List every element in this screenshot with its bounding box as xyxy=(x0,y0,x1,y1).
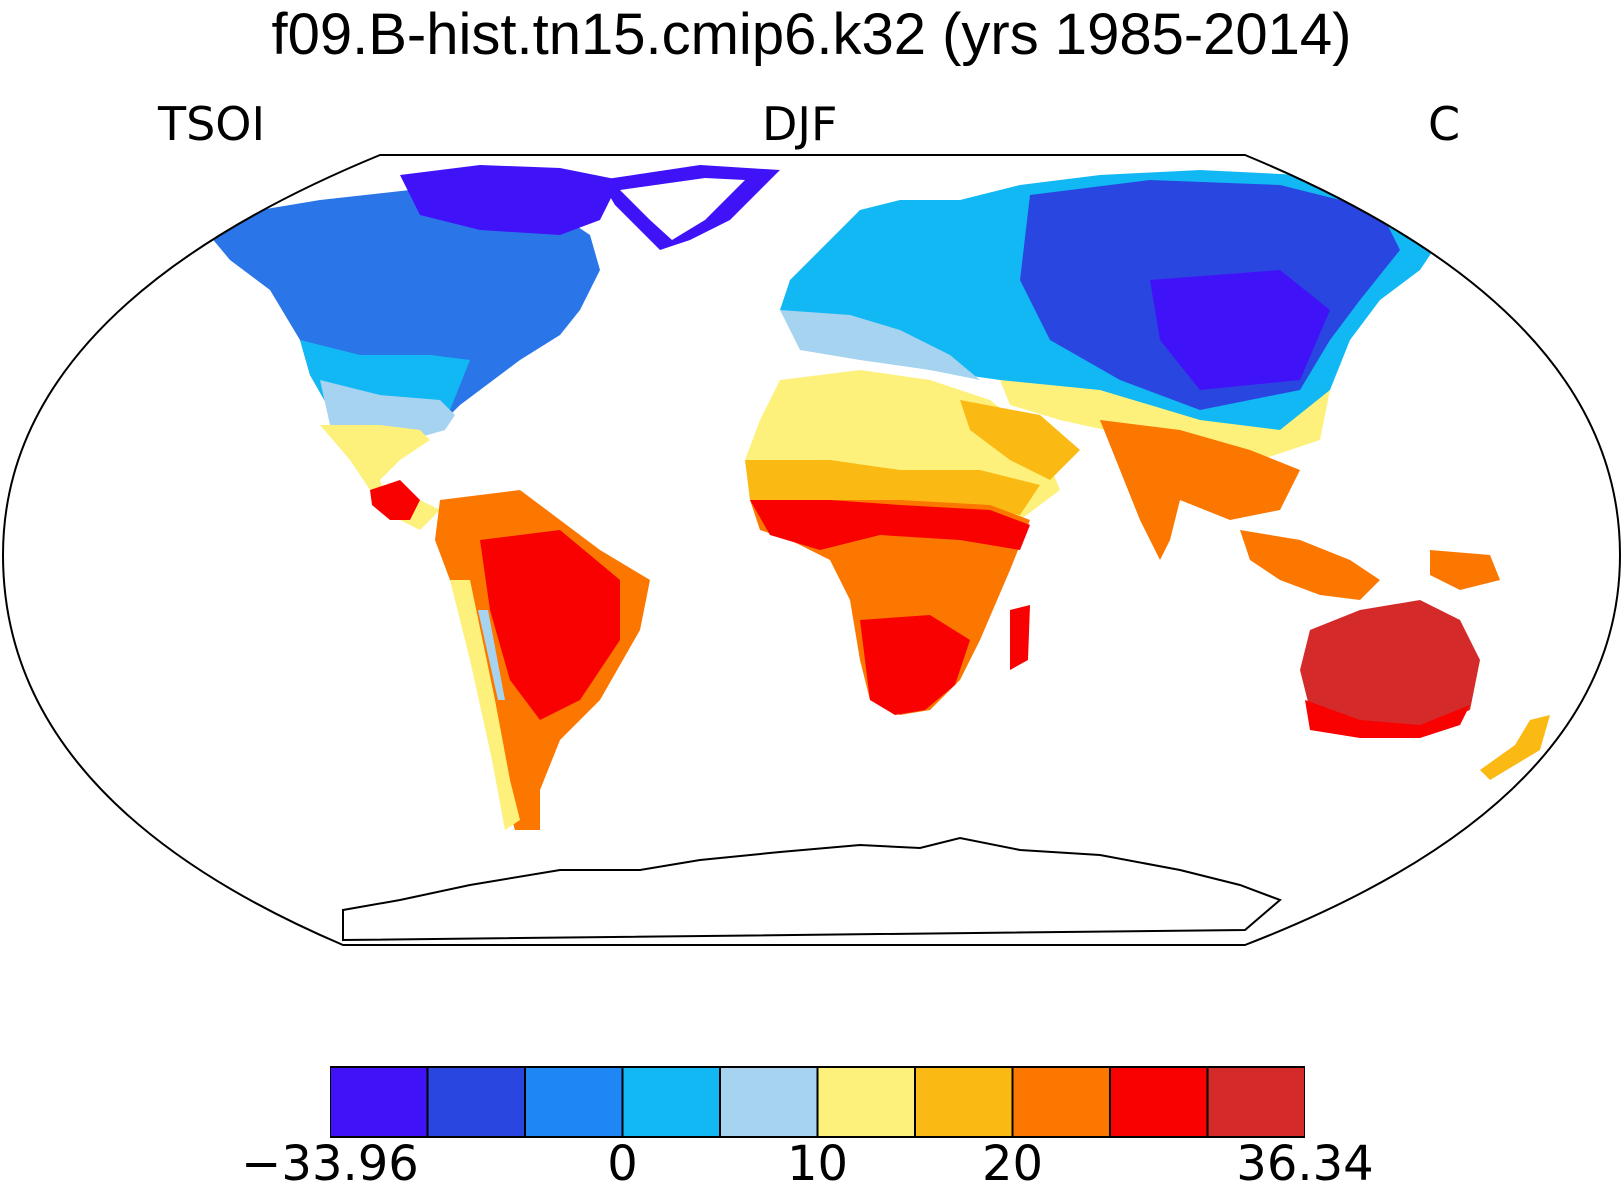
west-africa-hot xyxy=(750,500,1030,550)
siberia-core xyxy=(1150,270,1330,390)
colorbar-swatch xyxy=(1011,1066,1111,1138)
central-america-region xyxy=(320,425,440,530)
colorbar-swatch xyxy=(330,1066,429,1138)
colorbar-swatch xyxy=(914,1066,1014,1138)
new-guinea xyxy=(1430,550,1500,590)
colorbar-swatch xyxy=(1206,1066,1305,1138)
australia-edge xyxy=(1305,700,1470,738)
world-map xyxy=(1,154,1622,946)
colorbar-tick-label: 10 xyxy=(786,1136,849,1192)
antarctica-outline xyxy=(342,836,1282,942)
colorbar-tick-label: 20 xyxy=(981,1136,1044,1192)
greenland-interior xyxy=(620,178,745,240)
south-asia-region xyxy=(1100,420,1300,560)
central-america-warm xyxy=(370,480,420,520)
new-zealand xyxy=(1480,715,1550,780)
colorbar-tick-label: −33.96 xyxy=(241,1136,419,1192)
arctic-islands xyxy=(400,165,620,235)
map-title: f09.B-hist.tn15.cmip6.k32 (yrs 1985-2014… xyxy=(271,2,1352,67)
colorbar-swatch xyxy=(426,1066,526,1138)
asia-south-band xyxy=(1000,380,1330,460)
colorbar xyxy=(330,1066,1305,1138)
andes-cold xyxy=(478,610,505,700)
europe-mild xyxy=(780,310,980,380)
colorbar-swatch xyxy=(719,1066,819,1138)
madagascar xyxy=(1010,605,1030,670)
colorbar-swatch xyxy=(621,1066,721,1138)
andes-strip xyxy=(450,580,520,830)
southeast-asia-islands xyxy=(1240,530,1380,600)
colorbar-tick-label: 36.34 xyxy=(1236,1136,1374,1192)
south-america-interior xyxy=(480,530,620,720)
season-label: DJF xyxy=(762,97,838,151)
globe-outline xyxy=(1,154,1622,946)
units-label: C xyxy=(1428,97,1461,151)
variable-label: TSOI xyxy=(158,97,266,151)
north-america-region xyxy=(205,180,600,430)
australia-region xyxy=(1300,600,1480,730)
southern-africa-hot xyxy=(860,615,970,715)
colorbar-swatch xyxy=(1109,1066,1209,1138)
colorbar-tick-label: 0 xyxy=(607,1136,638,1192)
colorbar-swatch xyxy=(816,1066,916,1138)
land-fields xyxy=(205,165,1550,830)
arabia-region xyxy=(960,400,1080,480)
colorbar-swatch xyxy=(524,1066,624,1138)
